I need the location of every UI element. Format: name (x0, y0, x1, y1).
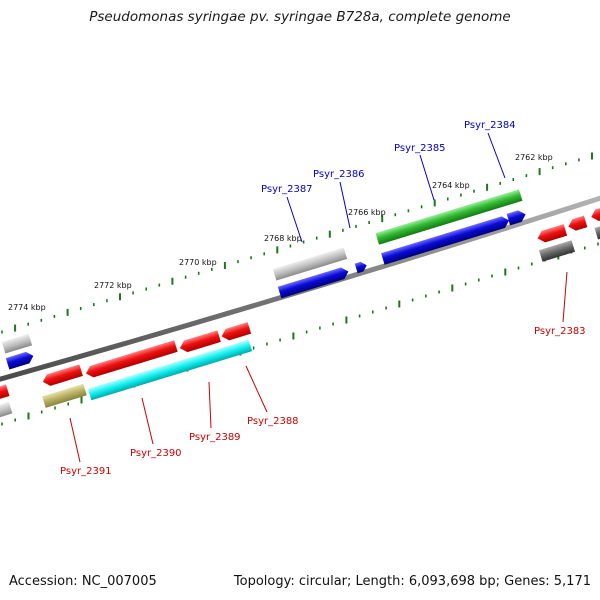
gene-bar-green (375, 189, 523, 245)
gene-label-psyr-2390: Psyr_2390 (130, 448, 182, 459)
accession-info: Accession: NC_007005 (9, 574, 157, 589)
gene-label-psyr-2388: Psyr_2388 (247, 416, 299, 427)
reverse-strand-genes (0, 205, 600, 419)
scale-label-2770: 2770 kbp (179, 258, 217, 267)
gene-label-psyr-2383: Psyr_2383 (534, 326, 586, 337)
gene-bar-gray-left (1, 333, 33, 354)
scale-label-2774: 2774 kbp (8, 303, 46, 312)
gene-bar-cyan (87, 339, 253, 401)
scale-labels: 2762 kbp 2764 kbp 2766 kbp 2768 kbp 2770… (8, 153, 553, 312)
gene-label-psyr-2385: Psyr_2385 (394, 143, 446, 154)
gene-label-psyr-2386: Psyr_2386 (313, 169, 365, 180)
gene-label-psyr-2384: Psyr_2384 (464, 120, 516, 131)
outer-tick-row (1, 152, 593, 334)
gene-arrow-red-3 (179, 330, 221, 353)
gene-labels: Psyr_2384 Psyr_2385 Psyr_2386 Psyr_2387 … (60, 120, 586, 477)
topology-info: Topology: circular; Length: 6,093,698 bp… (233, 574, 591, 589)
gene-arrow-red-right-2 (568, 215, 588, 231)
scale-label-2762: 2762 kbp (515, 153, 553, 162)
gene-bar-gray-left-low (0, 401, 13, 419)
gene-label-psyr-2391: Psyr_2391 (60, 466, 112, 477)
gene-bar-gray (272, 247, 348, 281)
genome-title: Pseudomonas syringae pv. syringae B728a,… (89, 9, 511, 25)
gene-arrow-red-2 (86, 340, 178, 378)
gene-arrow-blue-left (5, 351, 34, 370)
gene-arrow-blue-tiny (354, 261, 367, 274)
gene-bar-olive (42, 383, 87, 408)
gene-bar-blue-mid (277, 267, 349, 299)
gene-arrow-blue-small (506, 210, 526, 226)
gene-bar-darkgray-edge (594, 223, 600, 240)
gene-leader-lines (69, 132, 568, 463)
gene-label-psyr-2387: Psyr_2387 (261, 184, 313, 195)
scale-label-2772: 2772 kbp (94, 281, 132, 290)
gene-arrow-red-4 (221, 322, 252, 341)
gene-arrow-red-1 (42, 364, 83, 386)
gene-arrow-red-right-1 (537, 224, 568, 243)
forward-strand-genes (1, 189, 526, 370)
gene-arrow-red-left (0, 384, 10, 400)
gene-bar-darkgray (538, 240, 576, 262)
gene-bar-blue-long (381, 216, 510, 265)
gene-label-psyr-2389: Psyr_2389 (189, 432, 241, 443)
scale-label-2768: 2768 kbp (264, 234, 302, 243)
gene-arrow-red-right-3 (591, 205, 600, 222)
scale-label-2766: 2766 kbp (348, 208, 386, 217)
scale-label-2764: 2764 kbp (432, 181, 470, 190)
